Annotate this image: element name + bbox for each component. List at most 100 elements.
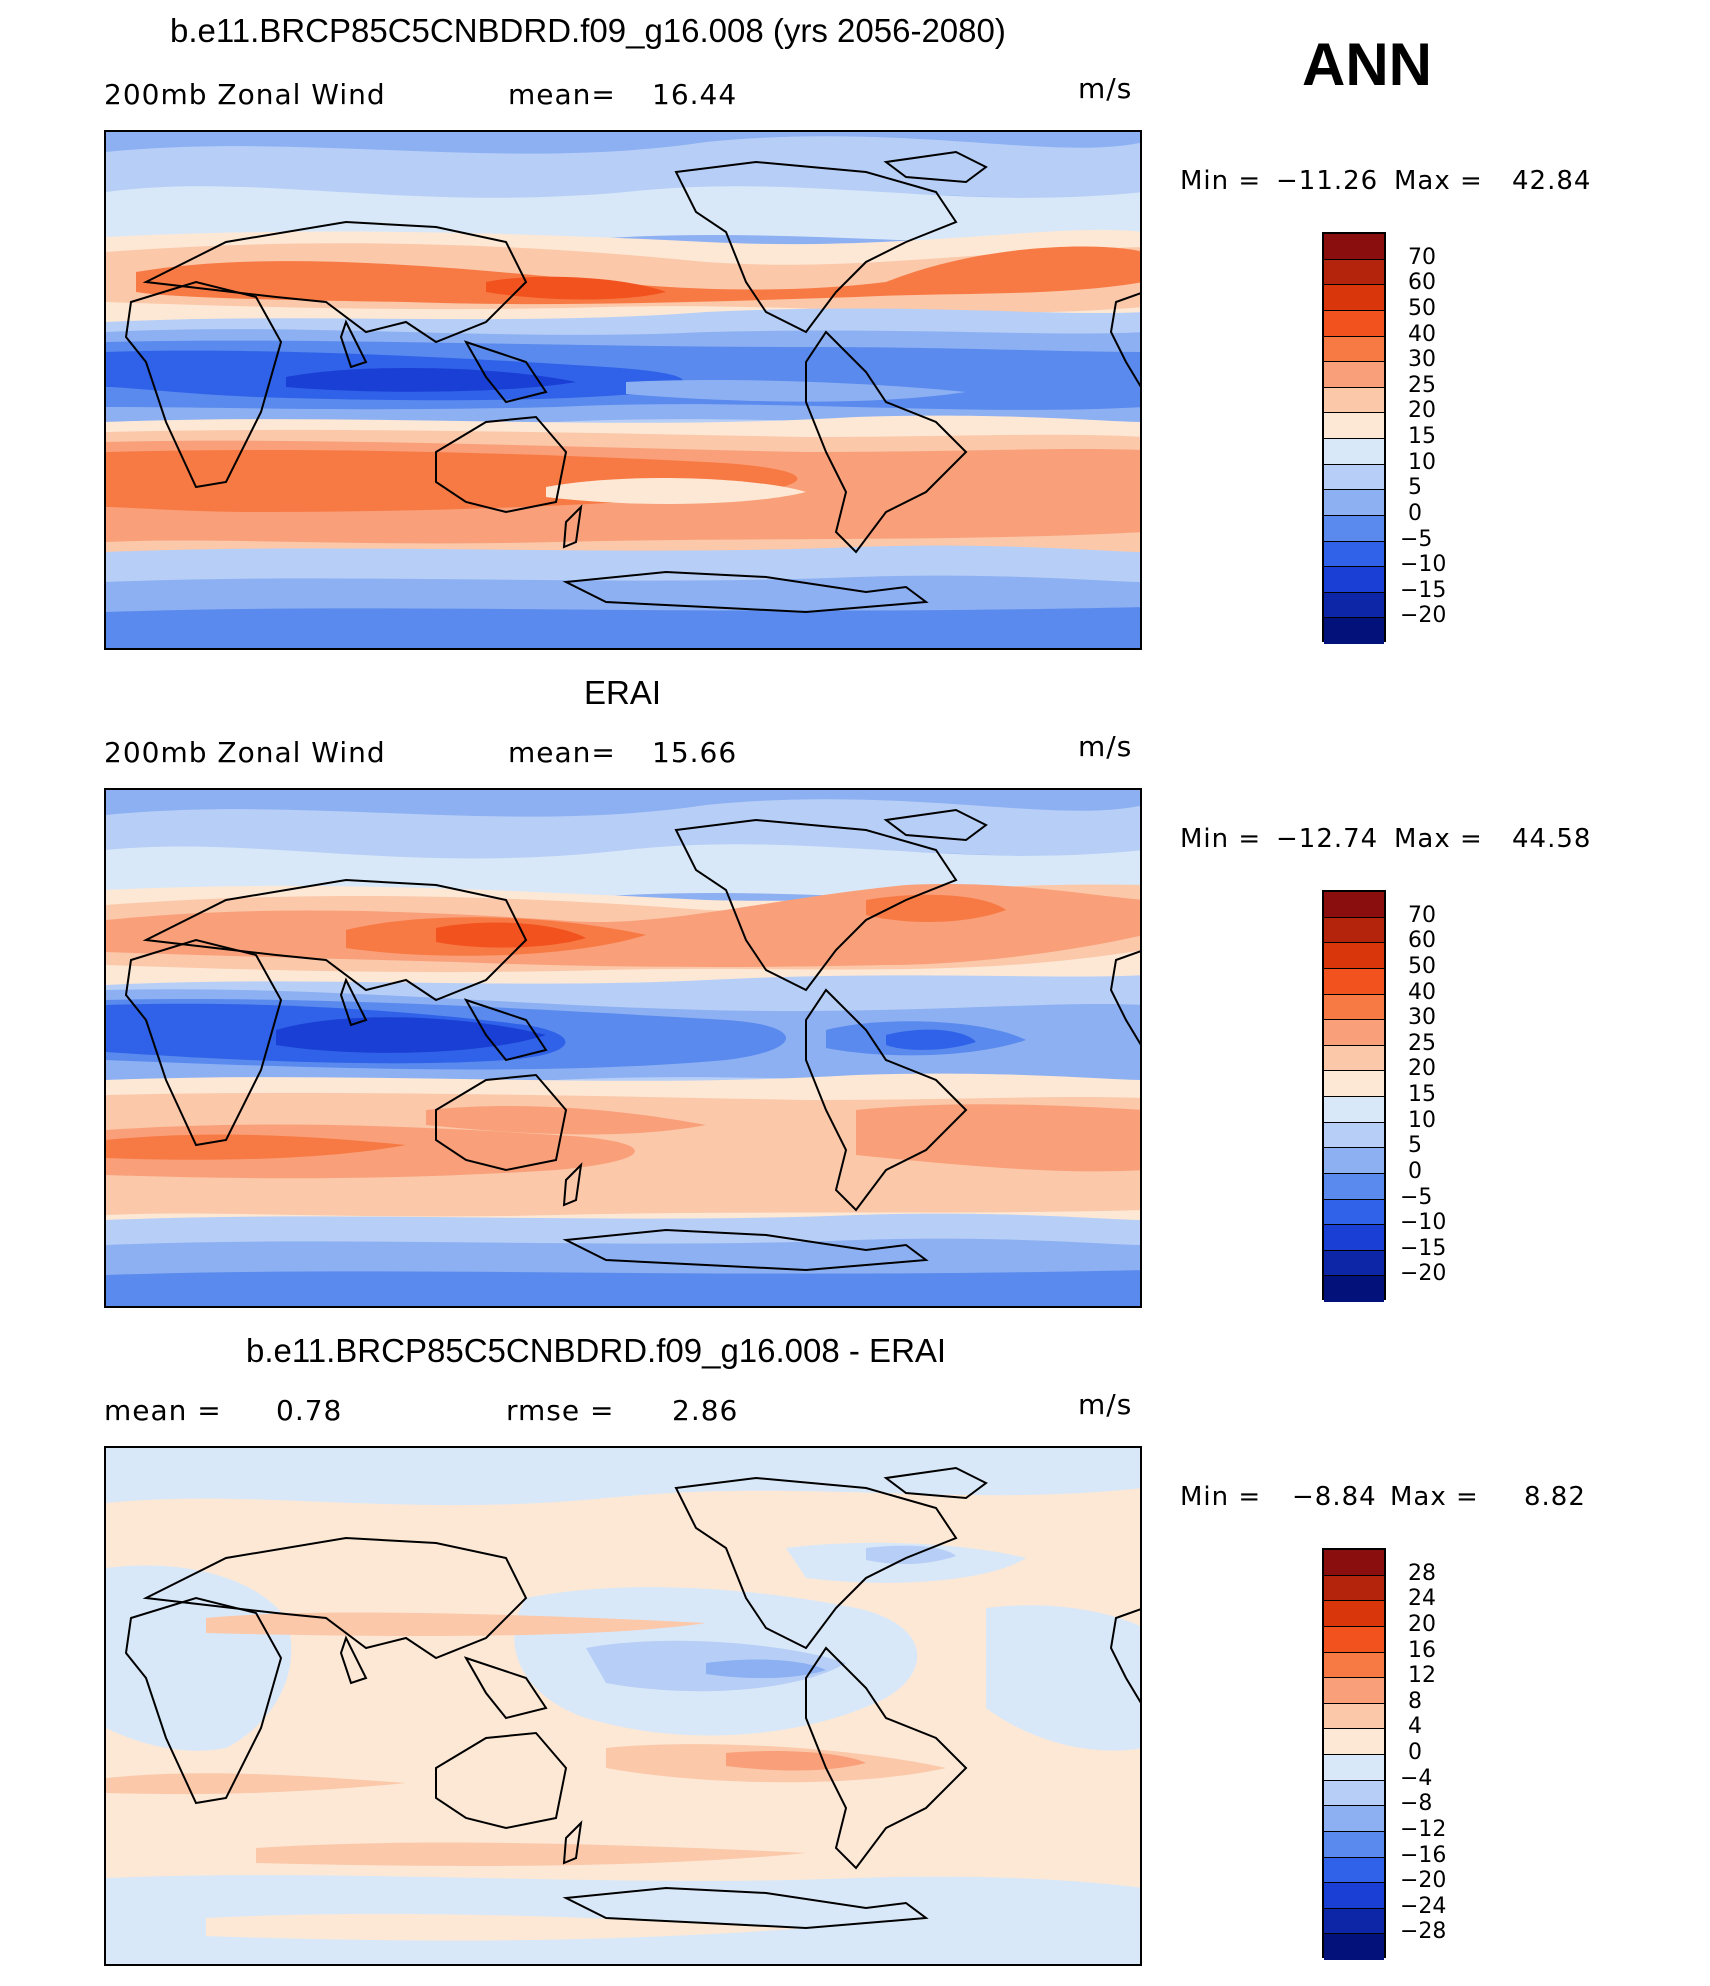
colorbar-tick-label: −16	[1400, 1842, 1447, 1868]
colorbar-tick-label: −4	[1400, 1765, 1433, 1791]
panel-3-map	[104, 1446, 1142, 1966]
panel-1-stat-value: 16.44	[652, 78, 738, 111]
colorbar-tick-label: 25	[1408, 372, 1436, 398]
colorbar-tick-label: 10	[1408, 449, 1436, 475]
panel-1-stat-label: mean=	[508, 78, 616, 111]
colorbar-tick-label: 70	[1408, 244, 1436, 270]
panel-3-stat-value: 2.86	[672, 1394, 739, 1427]
colorbar-tick-label: −10	[1400, 552, 1447, 578]
colorbar-swatch	[1324, 1857, 1384, 1884]
colorbar-swatch	[1324, 1601, 1384, 1627]
colorbar-swatch	[1324, 234, 1384, 260]
panel-2-max-label: Max =	[1394, 824, 1483, 854]
colorbar-tick-label: 30	[1408, 1005, 1436, 1031]
colorbar-swatch	[1324, 464, 1384, 491]
panel-1-colorbar-swatches	[1322, 232, 1386, 644]
colorbar-swatch	[1324, 1729, 1384, 1755]
panel-1-field-label: 200mb Zonal Wind	[104, 78, 386, 111]
colorbar-tick-label: −15	[1400, 1235, 1447, 1261]
panel-2-colorbar-swatches	[1322, 890, 1386, 1302]
colorbar-tick-label: −20	[1400, 1261, 1447, 1287]
colorbar-tick-label: −15	[1400, 577, 1447, 603]
panel-1-min-value: −11.26	[1276, 166, 1379, 196]
colorbar-tick-label: 15	[1408, 424, 1436, 449]
colorbar-swatch	[1324, 1071, 1384, 1097]
panel-2-min-label: Min =	[1180, 824, 1262, 854]
colorbar-swatch	[1324, 917, 1384, 944]
colorbar-swatch	[1324, 968, 1384, 995]
colorbar-swatch	[1324, 1755, 1384, 1781]
panel-2-title: ERAI	[584, 674, 662, 711]
colorbar-swatch	[1324, 1575, 1384, 1602]
colorbar-tick-label: −12	[1400, 1816, 1447, 1842]
colorbar-tick-label: −5	[1400, 1184, 1433, 1210]
colorbar-swatch	[1324, 892, 1384, 918]
colorbar-tick-label: −28	[1400, 1919, 1447, 1945]
colorbar-tick-label: 20	[1408, 398, 1436, 424]
colorbar-swatch	[1324, 285, 1384, 311]
colorbar-swatch	[1324, 1097, 1384, 1123]
colorbar-tick-label: 40	[1408, 979, 1436, 1005]
colorbar-swatch	[1324, 515, 1384, 542]
colorbar-tick-label: −5	[1400, 526, 1433, 552]
colorbar-swatch	[1324, 1703, 1384, 1730]
colorbar-tick-label: 5	[1408, 1133, 1422, 1159]
colorbar-swatch	[1324, 1020, 1384, 1046]
panel-2-max-value: 44.58	[1512, 824, 1592, 854]
panel-2-units: m/s	[1078, 730, 1133, 763]
colorbar-swatch	[1324, 1934, 1384, 1960]
colorbar-swatch	[1324, 1045, 1384, 1072]
colorbar-swatch	[1324, 567, 1384, 593]
panel-3-contours	[106, 1448, 1140, 1964]
colorbar-tick-label: 0	[1408, 500, 1422, 526]
colorbar-tick-label: 25	[1408, 1030, 1436, 1056]
colorbar-tick-label: −8	[1400, 1791, 1433, 1817]
colorbar-tick-label: −20	[1400, 603, 1447, 629]
panel-3-max-label: Max =	[1390, 1482, 1479, 1512]
colorbar-tick-label: 40	[1408, 321, 1436, 347]
colorbar-swatch	[1324, 1780, 1384, 1807]
colorbar-swatch	[1324, 1225, 1384, 1251]
panel-3-stat-label: rmse =	[506, 1394, 615, 1427]
panel-2-field-label: 200mb Zonal Wind	[104, 736, 386, 769]
colorbar-tick-label: 20	[1408, 1056, 1436, 1082]
colorbar-swatch	[1324, 1678, 1384, 1704]
colorbar-tick-label: −20	[1400, 1868, 1447, 1894]
colorbar-swatch	[1324, 1652, 1384, 1679]
colorbar-tick-label: 12	[1408, 1663, 1436, 1689]
colorbar-swatch	[1324, 362, 1384, 388]
panel-1-max-value: 42.84	[1512, 166, 1592, 196]
panel-1-min-label: Min =	[1180, 166, 1262, 196]
panel-1-contours	[106, 132, 1140, 648]
colorbar-swatch	[1324, 618, 1384, 644]
colorbar-tick-label: 60	[1408, 270, 1436, 296]
panel-3-min-value: −8.84	[1292, 1482, 1377, 1512]
panel-2-stat-label: mean=	[508, 736, 616, 769]
colorbar-swatch	[1324, 1173, 1384, 1200]
colorbar-swatch	[1324, 439, 1384, 465]
panel-3-field-label: mean =	[104, 1394, 222, 1427]
panel-2-map	[104, 788, 1142, 1308]
colorbar-swatch	[1324, 1276, 1384, 1302]
colorbar-swatch	[1324, 1122, 1384, 1149]
colorbar-tick-label: 16	[1408, 1637, 1436, 1663]
colorbar-swatch	[1324, 1250, 1384, 1277]
panel-3-colorbar-swatches	[1322, 1548, 1386, 1960]
panel-3-field-value: 0.78	[276, 1394, 343, 1427]
colorbar-swatch	[1324, 310, 1384, 337]
panel-1-map	[104, 130, 1142, 650]
colorbar-swatch	[1324, 1883, 1384, 1909]
panel-2-stat-value: 15.66	[652, 736, 738, 769]
colorbar-swatch	[1324, 541, 1384, 568]
colorbar-tick-label: 0	[1408, 1740, 1422, 1765]
panel-1-max-label: Max =	[1394, 166, 1483, 196]
colorbar-swatch	[1324, 1831, 1384, 1858]
colorbar-tick-label: 8	[1408, 1688, 1422, 1714]
colorbar-swatch	[1324, 490, 1384, 516]
colorbar-swatch	[1324, 1550, 1384, 1576]
panel-2-min-value: −12.74	[1276, 824, 1379, 854]
season-label: ANN	[1302, 31, 1432, 98]
colorbar-tick-label: 70	[1408, 902, 1436, 928]
panel-3-max-value: 8.82	[1524, 1482, 1586, 1512]
colorbar-swatch	[1324, 1806, 1384, 1832]
